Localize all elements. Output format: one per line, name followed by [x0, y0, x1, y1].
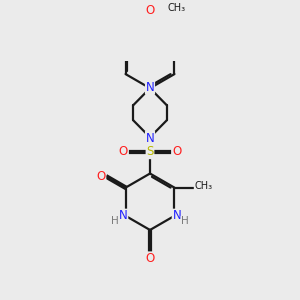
Text: O: O: [146, 4, 154, 17]
Text: H: H: [181, 216, 189, 226]
Text: N: N: [119, 209, 128, 222]
Text: O: O: [146, 252, 154, 265]
Text: O: O: [118, 146, 128, 158]
Text: N: N: [146, 81, 154, 94]
Text: S: S: [146, 146, 154, 158]
Text: CH₃: CH₃: [168, 3, 186, 13]
Text: N: N: [172, 209, 181, 222]
Text: O: O: [172, 146, 182, 158]
Text: CH₃: CH₃: [194, 182, 212, 191]
Text: H: H: [111, 216, 119, 226]
Text: O: O: [96, 170, 106, 183]
Text: N: N: [146, 132, 154, 145]
